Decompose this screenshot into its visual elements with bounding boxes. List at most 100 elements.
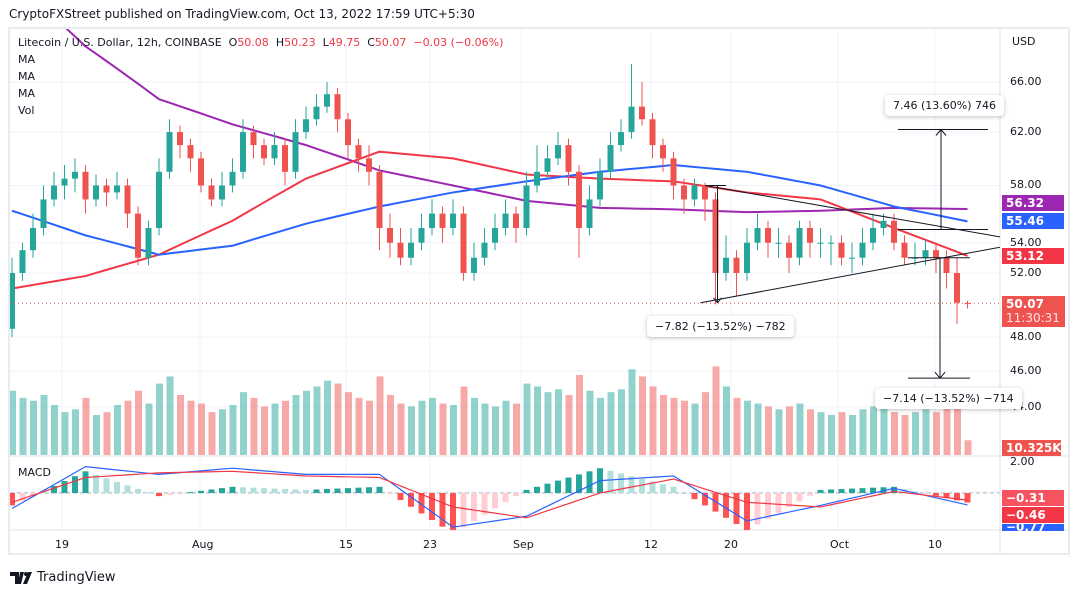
arrowhead	[934, 371, 941, 379]
volume-bar	[502, 400, 510, 455]
volume-bar	[93, 415, 100, 455]
candle-body	[513, 213, 519, 229]
ma-red-line	[11, 150, 968, 290]
candle-body	[250, 132, 257, 146]
candle-body	[943, 257, 950, 273]
volume-bar	[51, 405, 58, 455]
candle-body	[586, 199, 593, 229]
volume-bar	[124, 400, 132, 455]
macd-histogram-bar	[334, 488, 341, 493]
macd-histogram-bar	[796, 493, 803, 502]
macd-histogram-bar	[618, 473, 624, 493]
candle-body	[502, 213, 509, 229]
candle-body	[135, 213, 141, 258]
candle-body	[19, 250, 26, 273]
candle-body	[565, 145, 572, 172]
volume-bar	[250, 397, 258, 455]
candle-body	[817, 242, 824, 244]
volume-bar	[786, 406, 793, 455]
candle-body	[93, 185, 99, 200]
candle-body	[334, 94, 341, 120]
candle-body	[40, 199, 47, 229]
measure-up-label[interactable]: 7.46 (13.60%) 746	[885, 95, 1005, 116]
macd-histogram-bar	[691, 493, 698, 500]
volume-bar	[481, 403, 489, 455]
volume-bar	[534, 386, 541, 455]
volume-bar	[681, 400, 688, 455]
macd-histogram-bar	[880, 487, 887, 493]
triangle-lower-trendline	[700, 246, 1000, 304]
indicator-ma-1[interactable]: MA	[18, 53, 36, 66]
macd-histogram-bar	[292, 489, 299, 493]
macd-histogram-bar	[607, 470, 614, 493]
volume-bar	[670, 397, 678, 455]
ma-purple-price-label: 56.32	[1002, 195, 1064, 211]
macd-histogram-bar	[439, 493, 446, 527]
macd-signal-line	[11, 470, 968, 519]
macd-histogram-bar	[775, 493, 782, 513]
indicator-macd[interactable]: MACD	[18, 466, 51, 479]
ma-purple-line	[65, 29, 968, 214]
candle-body	[639, 106, 645, 120]
candle-body	[964, 303, 971, 305]
volume-bar	[828, 415, 835, 455]
tradingview-logo: TradingView	[10, 570, 116, 585]
candle-body	[187, 145, 194, 159]
candle-body	[471, 257, 477, 273]
time-tick: 23	[423, 538, 437, 551]
volume-bar	[282, 400, 289, 455]
macd-histogram-bar	[681, 493, 687, 494]
measure-down-right-label[interactable]: −7.14 (−13.52%) −714	[875, 388, 1022, 409]
candle-body	[439, 213, 446, 229]
macd-histogram-bar	[72, 476, 78, 493]
candle-body	[628, 106, 635, 133]
macd-histogram-bar	[576, 474, 582, 493]
macd-histogram-bar	[481, 493, 488, 515]
macd-histogram-bar	[502, 493, 509, 503]
macd-histogram-bar	[250, 487, 257, 493]
macd-histogram-bar	[786, 493, 792, 508]
volume-bar	[733, 397, 741, 455]
volume-bar	[880, 403, 888, 455]
volume-bar	[744, 400, 751, 455]
macd-histogram-bar	[649, 481, 656, 493]
indicator-ma-3[interactable]: MA	[18, 87, 36, 100]
volume-bar	[838, 412, 846, 455]
macd-histogram-bar	[135, 489, 141, 493]
volume-bar	[912, 412, 919, 455]
volume-bar	[439, 403, 447, 455]
candle-body	[355, 145, 362, 159]
candle-body	[660, 145, 666, 159]
ma-blue-price-label: 55.46	[1002, 213, 1064, 229]
volume-bar	[408, 406, 415, 455]
macd-histogram-bar	[61, 481, 68, 493]
volume-bar	[177, 395, 184, 455]
candle-body	[450, 213, 456, 229]
measure-down-left-label[interactable]: −7.82 (−13.52%) −782	[647, 316, 794, 337]
candle-body	[313, 106, 320, 120]
time-tick: Aug	[192, 538, 214, 551]
macd-histogram-bar	[744, 493, 750, 530]
low-value: 49.75	[328, 36, 361, 49]
macd-histogram-bar	[565, 477, 572, 493]
candle-body	[492, 228, 498, 243]
volume-bar	[492, 406, 499, 455]
candle-body	[954, 272, 960, 303]
tradingview-logo-icon	[10, 571, 32, 584]
volume-bar	[166, 376, 174, 455]
candle-body	[271, 145, 278, 159]
candle-body	[576, 171, 582, 229]
volume-bar	[114, 405, 121, 455]
indicator-ma-2[interactable]: MA	[18, 70, 36, 83]
change-value: −0.03 (−0.06%)	[413, 36, 504, 49]
close-value: 50.07	[374, 36, 407, 49]
volume-bar	[639, 376, 646, 455]
arrowhead	[939, 371, 946, 379]
price-tick: 58.00	[1010, 178, 1042, 192]
candle-body	[649, 119, 656, 146]
indicator-vol[interactable]: Vol	[18, 104, 35, 117]
candle-body	[387, 228, 393, 243]
candle-body	[922, 250, 929, 258]
macd-histogram-bar	[523, 489, 530, 493]
